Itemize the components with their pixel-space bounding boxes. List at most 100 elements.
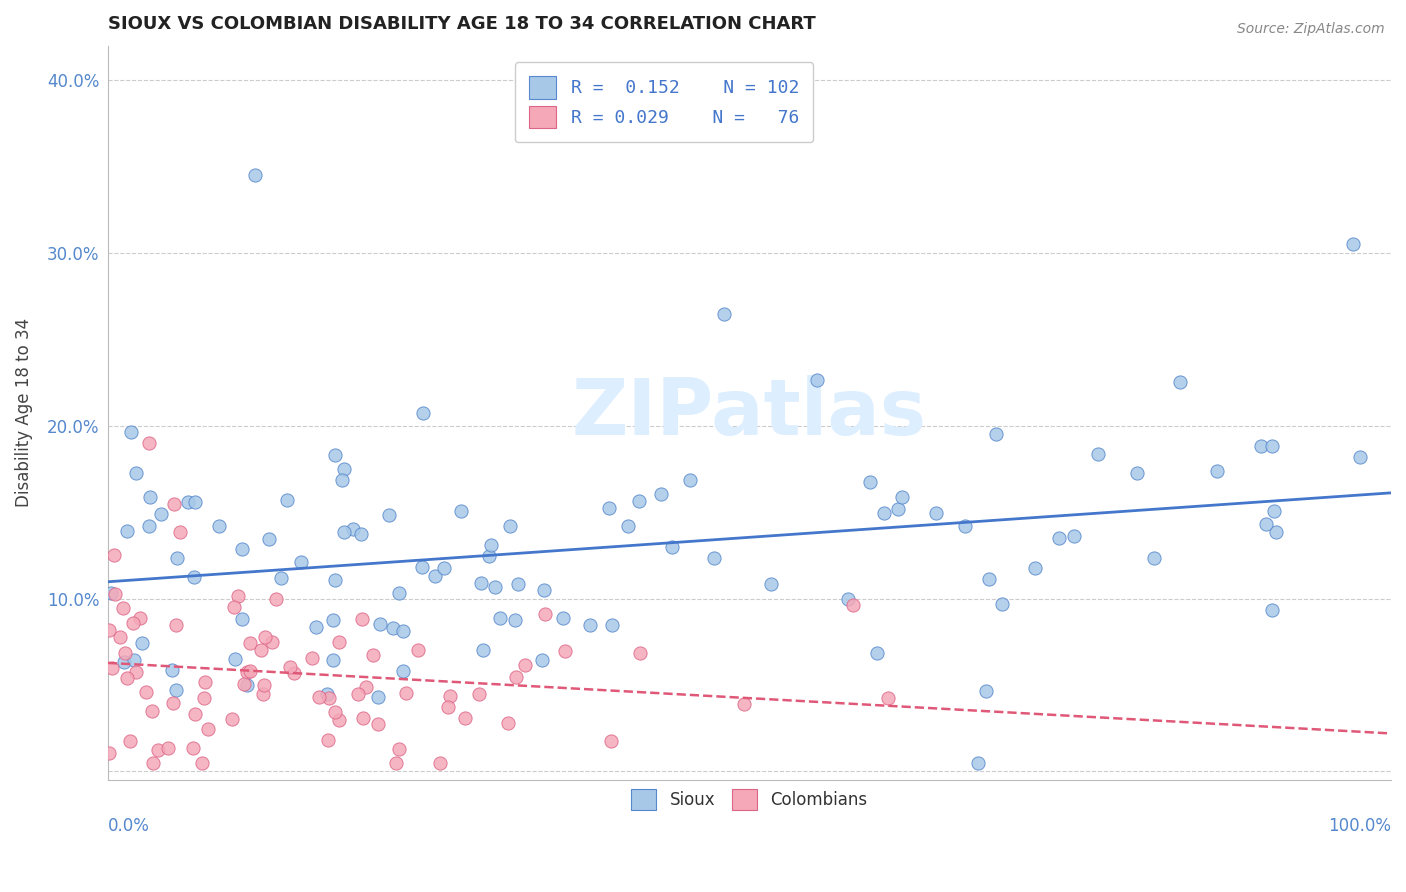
Point [468, 687, 491, 701]
Point [1265, 524, 1288, 539]
Point [156, 740, 179, 755]
Point [1024, 560, 1046, 574]
Point [224, 599, 246, 614]
Point [166, 550, 188, 565]
Text: 0.0%: 0.0% [108, 817, 149, 835]
Point [231, 542, 253, 557]
Point [650, 487, 672, 501]
Point [316, 687, 339, 701]
Point [429, 756, 451, 770]
Point [759, 576, 782, 591]
Point [245, 168, 267, 182]
Point [260, 635, 283, 649]
Point [283, 666, 305, 681]
Point [162, 696, 184, 710]
Point [120, 425, 142, 439]
Point [278, 659, 301, 673]
Point [270, 571, 292, 585]
Point [316, 733, 339, 747]
Point [238, 636, 260, 650]
Point [1205, 464, 1227, 478]
Point [208, 519, 231, 533]
Point [138, 518, 160, 533]
Text: SIOUX VS COLOMBIAN DISABILITY AGE 18 TO 34 CORRELATION CHART: SIOUX VS COLOMBIAN DISABILITY AGE 18 TO … [108, 15, 815, 33]
Point [406, 643, 429, 657]
Point [322, 653, 344, 667]
Point [253, 630, 276, 644]
Point [146, 743, 169, 757]
Point [489, 611, 512, 625]
Point [332, 462, 354, 476]
Point [264, 591, 287, 606]
Point [138, 436, 160, 450]
Point [433, 561, 456, 575]
Point [553, 610, 575, 624]
Point [323, 705, 346, 719]
Point [392, 664, 415, 678]
Point [388, 741, 411, 756]
Point [257, 532, 280, 546]
Point [478, 549, 501, 563]
Point [976, 684, 998, 698]
Text: Source: ZipAtlas.com: Source: ZipAtlas.com [1237, 22, 1385, 37]
Point [628, 494, 651, 508]
Point [111, 600, 134, 615]
Point [367, 717, 389, 731]
Point [110, 630, 132, 644]
Point [423, 569, 446, 583]
Point [533, 583, 555, 598]
Point [454, 711, 477, 725]
Point [330, 473, 353, 487]
Point [1087, 447, 1109, 461]
Point [323, 448, 346, 462]
Point [484, 580, 506, 594]
Point [239, 664, 262, 678]
Point [165, 682, 187, 697]
Point [600, 618, 623, 632]
Point [308, 690, 330, 704]
Point [250, 642, 273, 657]
Point [104, 587, 127, 601]
Point [991, 598, 1014, 612]
Point [235, 678, 257, 692]
Point [352, 612, 374, 626]
Point [100, 586, 122, 600]
Point [391, 624, 413, 638]
Point [513, 657, 536, 672]
Point [193, 691, 215, 706]
Point [347, 688, 370, 702]
Point [183, 570, 205, 584]
Point [953, 519, 976, 533]
Point [163, 497, 186, 511]
Point [411, 559, 433, 574]
Point [1047, 531, 1070, 545]
Point [554, 643, 576, 657]
Point [1126, 467, 1149, 481]
Point [506, 577, 529, 591]
Point [323, 573, 346, 587]
Point [194, 674, 217, 689]
Point [505, 670, 527, 684]
Point [125, 665, 148, 679]
Point [925, 507, 948, 521]
Point [184, 706, 207, 721]
Point [395, 686, 418, 700]
Point [252, 687, 274, 701]
Point [381, 621, 404, 635]
Point [1341, 237, 1364, 252]
Point [842, 598, 865, 612]
Point [169, 524, 191, 539]
Point [139, 490, 162, 504]
Point [533, 607, 555, 622]
Point [891, 490, 914, 504]
Point [253, 678, 276, 692]
Point [142, 756, 165, 770]
Point [191, 756, 214, 770]
Point [122, 653, 145, 667]
Point [165, 618, 187, 632]
Point [328, 635, 350, 649]
Point [412, 406, 434, 420]
Point [866, 646, 889, 660]
Point [333, 525, 356, 540]
Point [318, 691, 340, 706]
